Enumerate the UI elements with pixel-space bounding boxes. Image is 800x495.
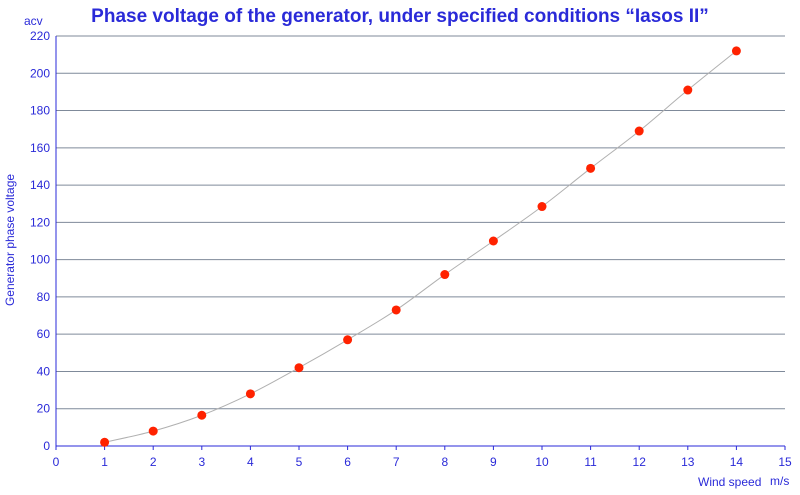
chart-title: Phase voltage of the generator, under sp…: [91, 6, 709, 27]
x-tick-label: 11: [584, 455, 597, 469]
data-point: [391, 305, 401, 315]
y-tick-label: 200: [30, 66, 50, 80]
data-point: [731, 46, 741, 56]
data-point: [440, 270, 450, 280]
y-tick-label: 220: [30, 29, 50, 43]
data-point: [537, 202, 547, 212]
y-tick-label: 180: [30, 104, 50, 118]
y-tick-label: 80: [37, 290, 51, 304]
x-tick-label: 8: [441, 455, 448, 469]
x-tick-label: 6: [344, 455, 351, 469]
y-tick-label: 160: [30, 141, 50, 155]
y-tick-label: 0: [43, 439, 50, 453]
y-tick-label: 60: [37, 327, 51, 341]
data-point: [343, 335, 353, 345]
x-tick-label: 9: [490, 455, 497, 469]
data-point: [586, 163, 596, 173]
y-axis-unit: acv: [24, 14, 43, 28]
x-tick-label: 5: [296, 455, 303, 469]
x-tick-label: 4: [247, 455, 254, 469]
data-point: [634, 126, 644, 136]
x-tick-label: 1: [101, 455, 108, 469]
x-tick-label: 7: [393, 455, 400, 469]
trend-line: [104, 50, 737, 443]
data-point: [245, 389, 255, 399]
x-tick-label: 13: [681, 455, 695, 469]
x-tick-label: 3: [198, 455, 205, 469]
data-point: [294, 363, 304, 373]
x-tick-label: 15: [778, 455, 792, 469]
y-tick-label: 120: [30, 215, 50, 229]
y-tick-label: 20: [37, 402, 51, 416]
data-point: [100, 437, 110, 447]
data-point: [197, 410, 207, 420]
x-tick-label: 10: [535, 455, 549, 469]
y-tick-label: 100: [30, 253, 50, 267]
data-point: [683, 85, 693, 95]
data-point: [488, 236, 498, 246]
x-axis-label: Wind speed: [698, 475, 762, 489]
x-tick-label: 2: [150, 455, 157, 469]
x-tick-label: 12: [633, 455, 647, 469]
y-tick-label: 40: [37, 364, 51, 378]
x-tick-label: 0: [53, 455, 60, 469]
x-axis-unit: m/s: [770, 474, 790, 488]
y-tick-label: 140: [30, 178, 50, 192]
x-tick-label: 14: [730, 455, 744, 469]
data-point: [148, 426, 158, 436]
